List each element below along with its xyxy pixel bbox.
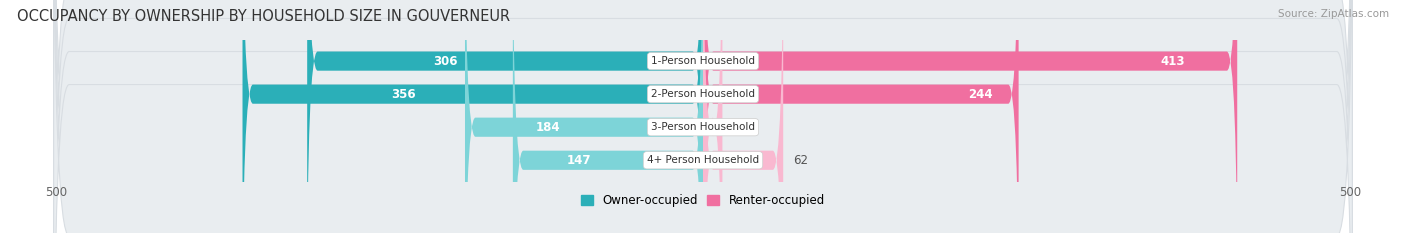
FancyBboxPatch shape (242, 0, 703, 233)
Text: 147: 147 (567, 154, 592, 167)
Legend: Owner-occupied, Renter-occupied: Owner-occupied, Renter-occupied (581, 194, 825, 207)
Text: OCCUPANCY BY OWNERSHIP BY HOUSEHOLD SIZE IN GOUVERNEUR: OCCUPANCY BY OWNERSHIP BY HOUSEHOLD SIZE… (17, 9, 510, 24)
FancyBboxPatch shape (53, 0, 1353, 233)
FancyBboxPatch shape (53, 0, 1353, 233)
Text: 244: 244 (969, 88, 993, 101)
FancyBboxPatch shape (513, 0, 703, 233)
Text: 1-Person Household: 1-Person Household (651, 56, 755, 66)
FancyBboxPatch shape (703, 0, 783, 233)
FancyBboxPatch shape (703, 0, 1018, 233)
Text: 2-Person Household: 2-Person Household (651, 89, 755, 99)
FancyBboxPatch shape (703, 0, 723, 233)
FancyBboxPatch shape (703, 0, 1237, 233)
FancyBboxPatch shape (307, 0, 703, 233)
FancyBboxPatch shape (53, 0, 1353, 233)
Text: 4+ Person Household: 4+ Person Household (647, 155, 759, 165)
Text: 413: 413 (1161, 55, 1185, 68)
Text: 62: 62 (793, 154, 808, 167)
Text: 356: 356 (391, 88, 416, 101)
Text: 15: 15 (733, 121, 748, 134)
Text: 3-Person Household: 3-Person Household (651, 122, 755, 132)
Text: 306: 306 (433, 55, 458, 68)
Text: Source: ZipAtlas.com: Source: ZipAtlas.com (1278, 9, 1389, 19)
FancyBboxPatch shape (53, 0, 1353, 233)
Text: 184: 184 (536, 121, 561, 134)
FancyBboxPatch shape (465, 0, 703, 233)
